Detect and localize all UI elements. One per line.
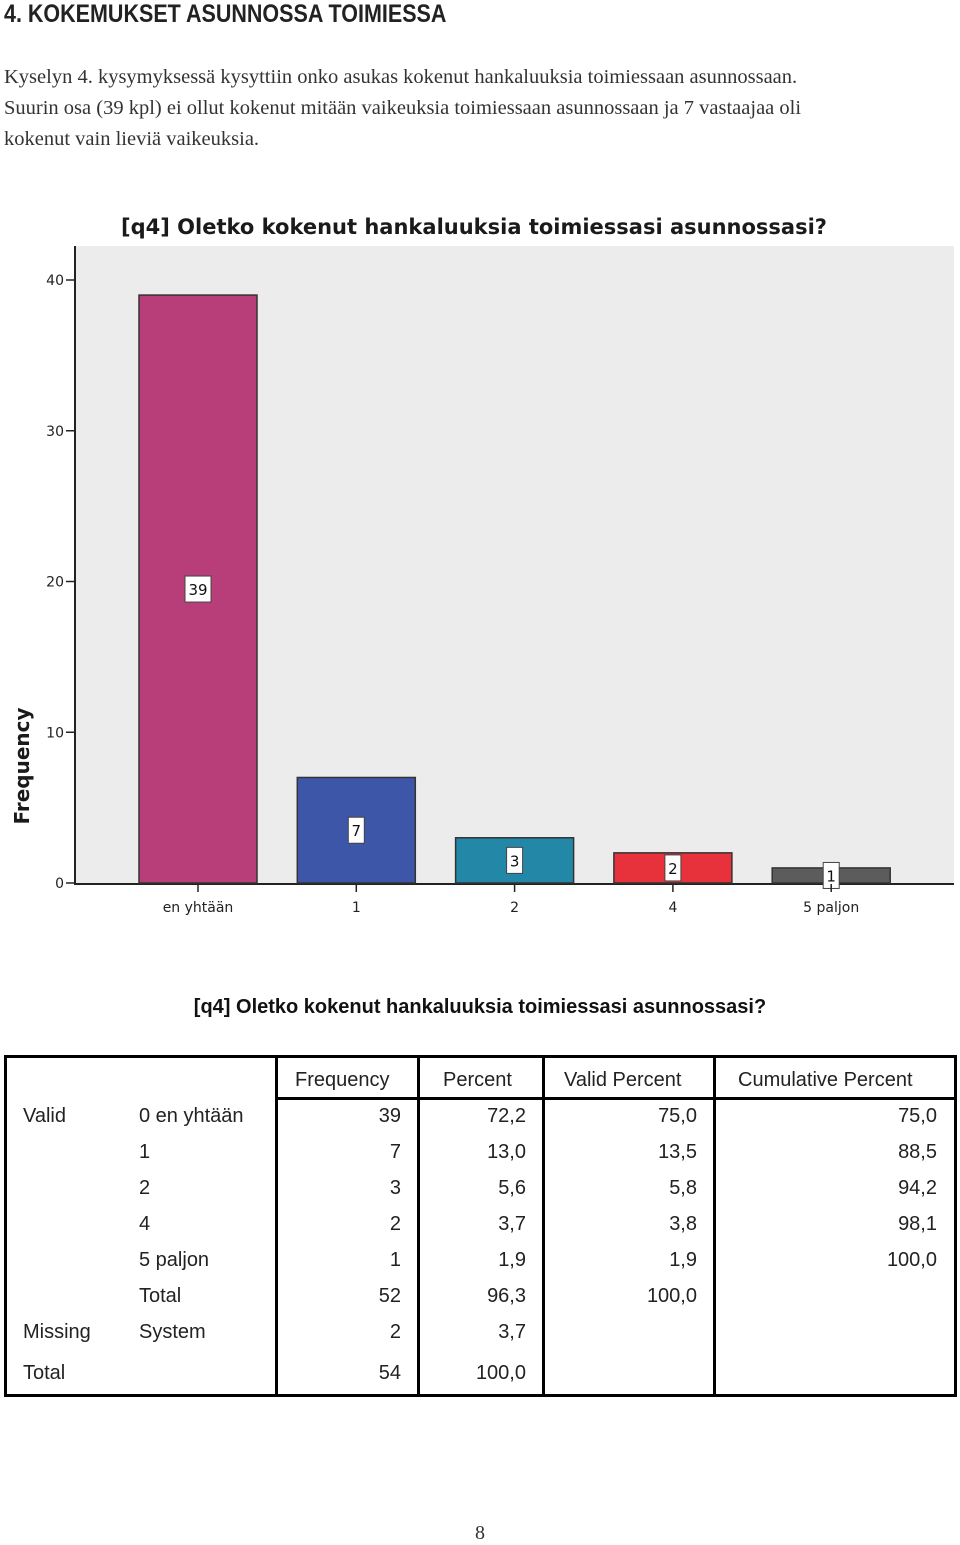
table-title: [q4] Oletko kokenut hankaluuksia toimies… <box>193 996 767 1018</box>
table-cell-label: 0 en yhtään <box>139 1105 244 1127</box>
data-label-box <box>664 854 682 882</box>
table-cell-cumulative-percent: 88,5 <box>898 1141 937 1163</box>
table-cell-cumulative-percent: 98,1 <box>898 1213 937 1235</box>
section-heading: 4. KOKEMUKSET ASUNNOSSA TOIMIESSA <box>4 0 447 28</box>
intro-paragraph: Kyselyn 4. kysymyksessä kysyttiin onko a… <box>4 62 956 155</box>
x-category-label: 5 paljon <box>803 900 859 916</box>
table-cell-percent: 96,3 <box>487 1285 526 1307</box>
table-divider <box>417 1058 420 1394</box>
table-cell-percent: 3,7 <box>498 1321 526 1343</box>
data-label: 3 <box>510 852 520 870</box>
table-cell-group: Missing <box>23 1321 91 1343</box>
x-category-label: 1 <box>352 900 361 916</box>
table-cell-frequency: 2 <box>389 1321 401 1343</box>
table-cell-cumulative-percent: 94,2 <box>898 1177 937 1199</box>
table-cell-group: Valid <box>23 1105 66 1127</box>
table-cell-percent: 72,2 <box>487 1105 526 1127</box>
table-cell-percent: 13,0 <box>487 1141 526 1163</box>
table-cell-label: 1 <box>139 1141 151 1163</box>
table-cell-frequency: 1 <box>389 1249 401 1271</box>
table-cell-label: 5 paljon <box>139 1249 210 1271</box>
frequency-table: Frequency Percent Valid Percent Cumulati… <box>4 1055 957 1397</box>
header-valid-percent: Valid Percent <box>564 1069 682 1091</box>
table-divider <box>713 1058 716 1394</box>
y-tick-label: 20 <box>46 575 64 591</box>
table-cell-percent: 100,0 <box>475 1362 526 1384</box>
y-axis-label: Frequency <box>10 707 34 824</box>
table-cell-percent: 1,9 <box>498 1249 526 1271</box>
data-label: 1 <box>826 867 836 885</box>
table-cell-valid-percent: 75,0 <box>658 1105 697 1127</box>
table-cell-frequency: 52 <box>378 1285 401 1307</box>
y-tick-label: 0 <box>55 876 64 892</box>
table-cell-percent: 5,6 <box>498 1177 526 1199</box>
header-frequency: Frequency <box>295 1069 390 1091</box>
x-category-label: 2 <box>510 900 519 916</box>
table-cell-cumulative-percent: 75,0 <box>898 1105 937 1127</box>
table-cell-valid-percent: 3,8 <box>669 1213 697 1235</box>
x-category-label: 4 <box>668 900 677 916</box>
table-cell-valid-percent: 1,9 <box>669 1249 697 1271</box>
y-tick-label: 10 <box>46 725 64 741</box>
table-cell-cumulative-percent: 100,0 <box>886 1249 937 1271</box>
table-cell-label: Total <box>139 1285 182 1307</box>
paragraph-line: kokenut vain lieviä vaikeuksia. <box>4 128 260 150</box>
header-cumulative-percent: Cumulative Percent <box>738 1069 913 1091</box>
data-label: 2 <box>668 860 678 878</box>
page-number: 8 <box>475 1522 485 1544</box>
table-cell-frequency: 7 <box>389 1141 401 1163</box>
table-cell-frequency: 3 <box>389 1177 401 1199</box>
paragraph-line: Suurin osa (39 kpl) ei ollut kokenut mit… <box>4 97 802 119</box>
frequency-bar-chart: [q4] Oletko kokenut hankaluuksia toimies… <box>10 215 954 916</box>
data-label: 7 <box>352 822 362 840</box>
table-cell-percent: 3,7 <box>498 1213 526 1235</box>
table-cell-label: 4 <box>139 1213 151 1235</box>
table-cell-valid-percent: 100,0 <box>646 1285 697 1307</box>
y-tick-label: 30 <box>46 424 64 440</box>
chart-title: [q4] Oletko kokenut hankaluuksia toimies… <box>121 215 827 239</box>
table-cell-label: System <box>139 1321 206 1343</box>
table-cell-frequency: 2 <box>389 1213 401 1235</box>
data-label-box <box>347 816 365 844</box>
table-cell-group: Total <box>23 1362 66 1384</box>
paragraph-line: Kyselyn 4. kysymyksessä kysyttiin onko a… <box>4 66 798 88</box>
plot-area: 0 10 20 30 40 39 en yhtään 7 1 3 2 2 4 1 5 paljon <box>46 246 954 916</box>
data-label-box <box>506 846 524 874</box>
table-cell-valid-percent: 5,8 <box>669 1177 697 1199</box>
table-cell-valid-percent: 13,5 <box>658 1141 697 1163</box>
table-cell-frequency: 39 <box>378 1105 401 1127</box>
x-category-label: en yhtään <box>163 900 234 916</box>
table-divider <box>542 1058 545 1394</box>
header-percent: Percent <box>443 1069 512 1091</box>
data-label-box <box>184 575 212 603</box>
table-cell-label: 2 <box>139 1177 151 1199</box>
y-tick-label: 40 <box>46 273 64 289</box>
table-header-rule <box>275 1097 954 1100</box>
data-label: 39 <box>188 581 207 599</box>
table-cell-frequency: 54 <box>378 1362 401 1384</box>
table-divider <box>275 1058 278 1394</box>
